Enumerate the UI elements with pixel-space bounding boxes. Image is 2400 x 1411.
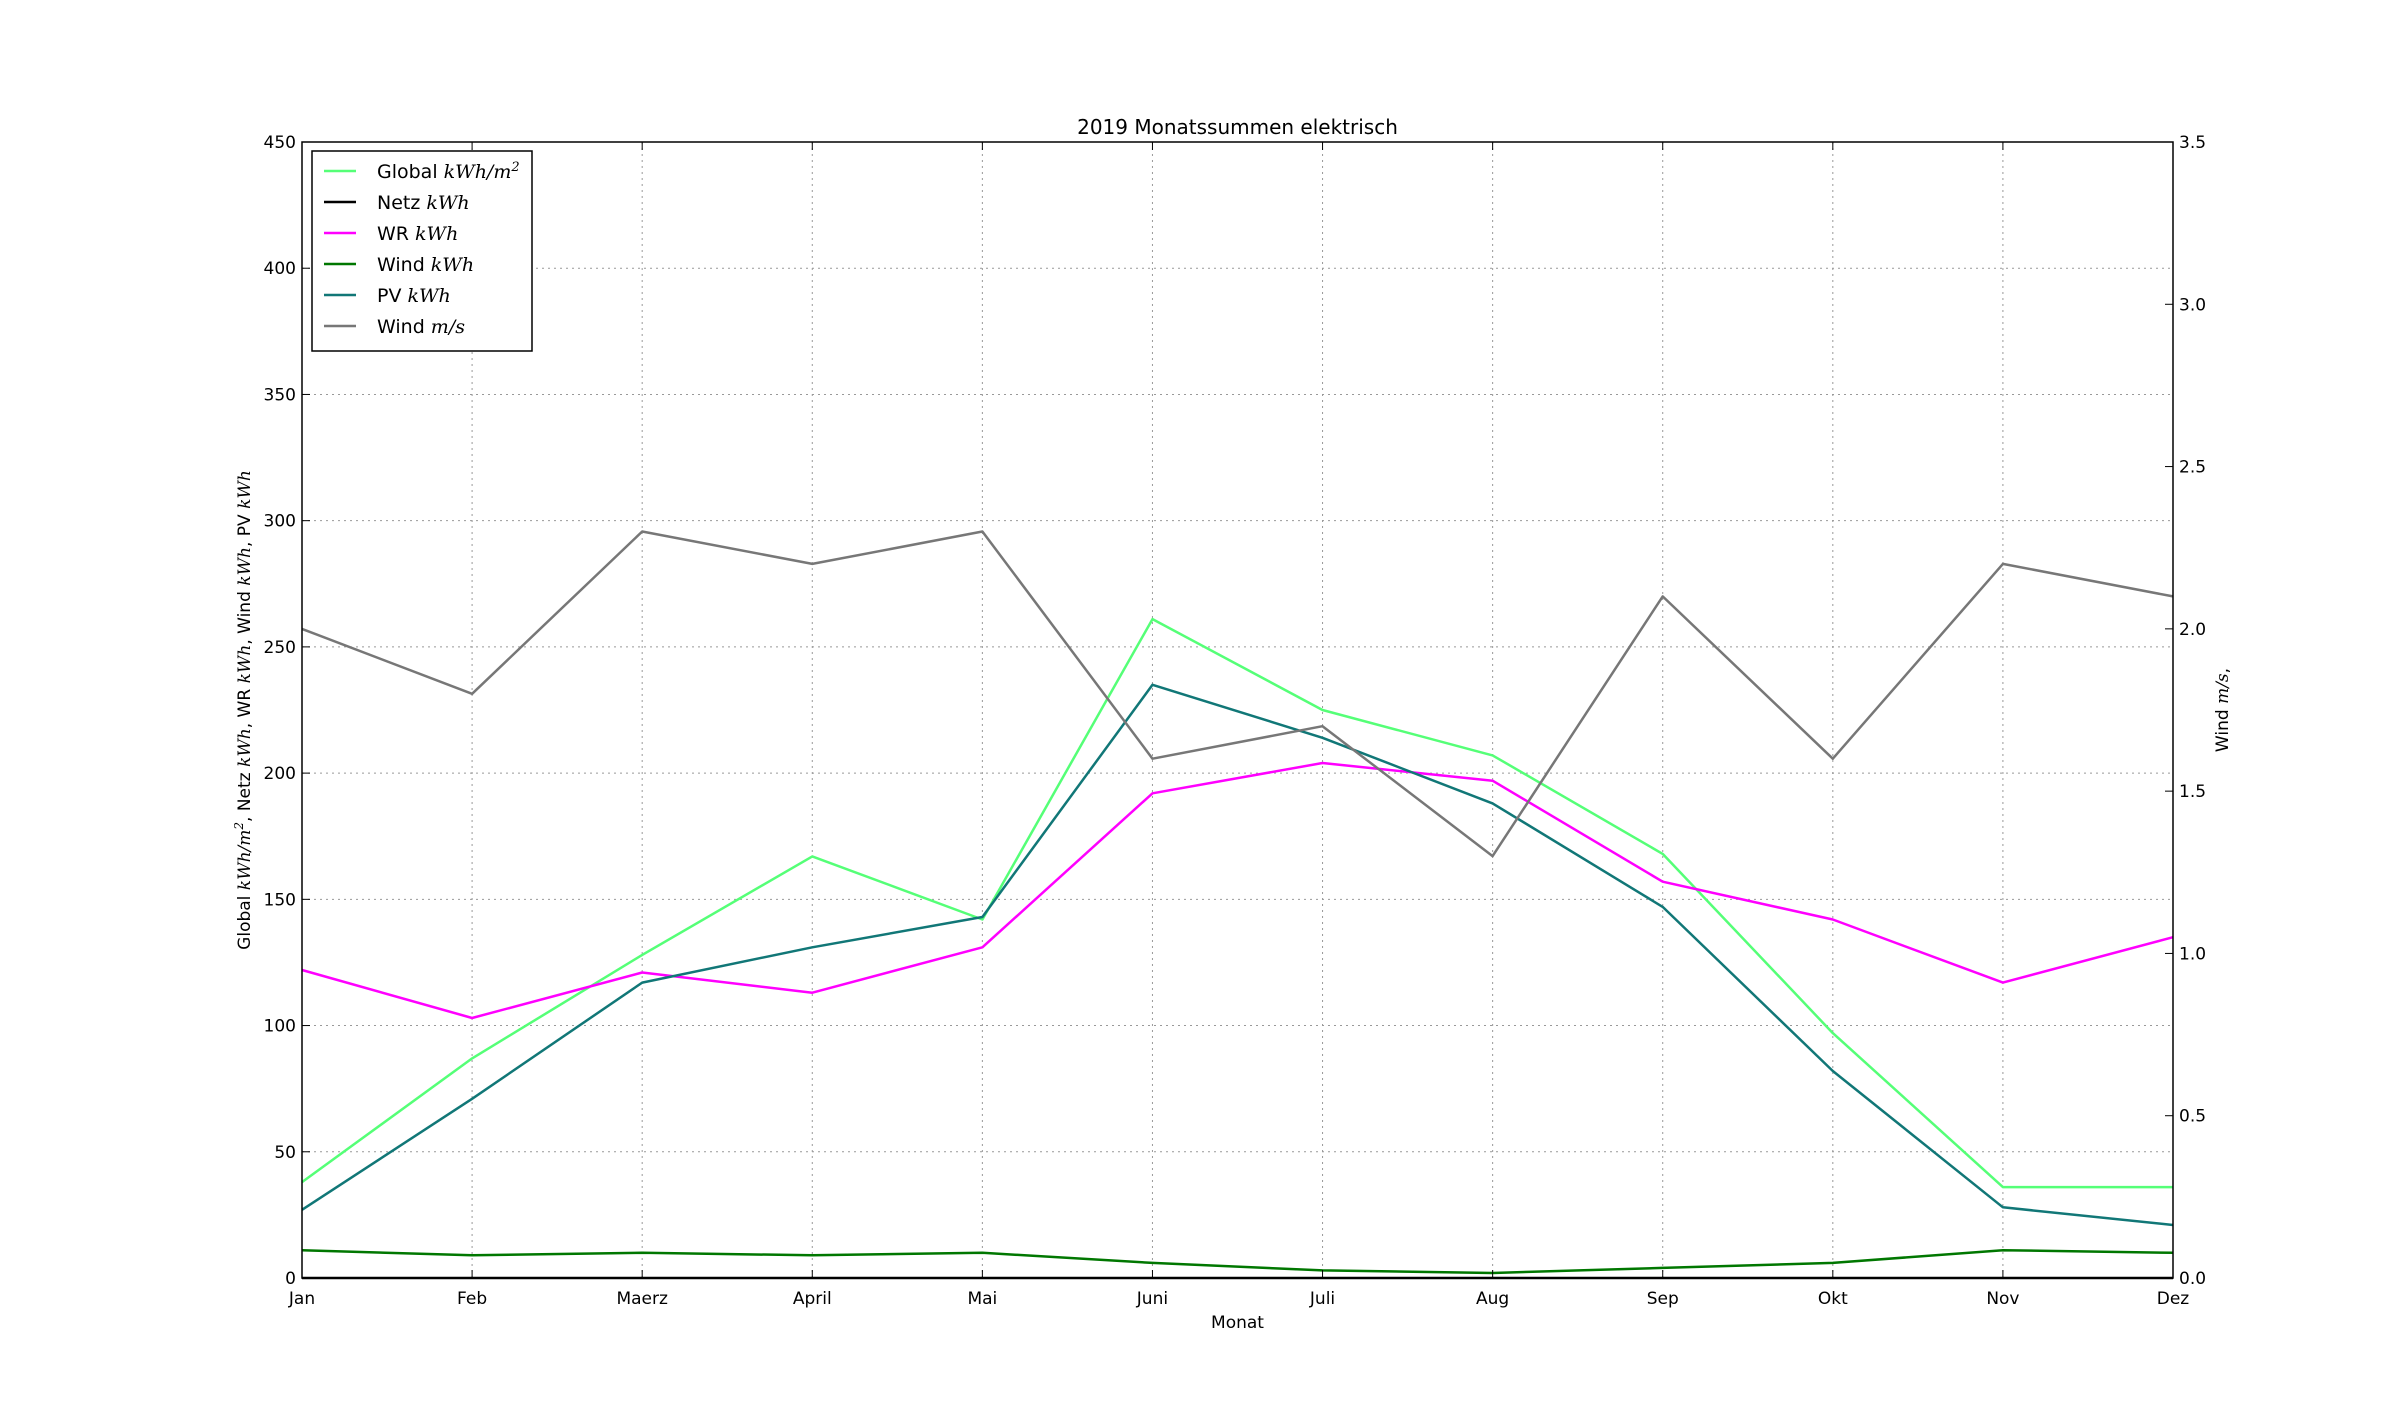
x-tick-label: Juli	[1309, 1289, 1335, 1309]
legend-entry: Wind m/s	[377, 316, 465, 338]
y-tick-label-right: 1.0	[2179, 944, 2206, 964]
y-axis-right-label: Wind m/s,	[2213, 668, 2233, 752]
legend-box	[311, 150, 533, 352]
x-axis: Jan Feb Maerz April Mai Juni Juli Aug Sep Okt Nov D…	[288, 142, 2189, 1309]
legend-entry: PV kWh	[377, 285, 451, 307]
y-tick-label-left: 200	[264, 764, 296, 784]
y-tick-label-right: 1.5	[2179, 782, 2206, 802]
x-tick-label: Okt	[1818, 1289, 1848, 1309]
y-tick-label-left: 0	[285, 1269, 296, 1289]
y-tick-label-right: 0.5	[2179, 1107, 2206, 1127]
y-axis-left: 0 50 100 150 200 250 300 350 400 450	[264, 133, 310, 1289]
y-tick-label-left: 300	[264, 512, 296, 532]
y-axis-right: 0.0 0.5 1.0 1.5 2.0 2.5 3.0 3.5	[2165, 133, 2206, 1289]
x-tick-label: Mai	[967, 1289, 997, 1309]
chart-title: 2019 Monatssummen elektrisch	[1077, 115, 1398, 139]
series-lines	[301, 530, 2174, 1280]
x-axis-label: Monat	[1211, 1313, 1264, 1333]
y-tick-label-right: 2.5	[2179, 458, 2206, 478]
y-tick-label-left: 150	[264, 890, 296, 910]
y-tick-label-right: 3.0	[2179, 295, 2206, 315]
x-tick-label: Juni	[1136, 1289, 1168, 1309]
plot-frame	[301, 141, 2174, 1279]
x-tick-label: Feb	[457, 1289, 487, 1309]
legend-entry: WR kWh	[377, 223, 458, 245]
y-tick-label-left: 400	[264, 259, 296, 279]
y-tick-label-left: 100	[264, 1017, 296, 1037]
x-tick-label: April	[793, 1289, 832, 1309]
x-tick-label: Nov	[1986, 1289, 2019, 1309]
x-tick-label: Dez	[2157, 1289, 2190, 1309]
series-line-wind-kwh	[301, 1248, 2174, 1275]
x-tick-label: Sep	[1647, 1289, 1679, 1309]
y-tick-label-right: 3.5	[2179, 133, 2206, 153]
x-tick-label: Aug	[1476, 1289, 1509, 1309]
x-tick-label: Maerz	[616, 1289, 668, 1309]
series-line-wr-kwh	[301, 761, 2174, 1020]
legend-entry: Global kWh/m2	[377, 160, 520, 184]
y-tick-label-left: 250	[264, 638, 296, 658]
legend-entry: Wind kWh	[377, 254, 474, 276]
y-tick-label-left: 50	[274, 1143, 296, 1163]
legend-entry: Netz kWh	[377, 192, 470, 214]
y-tick-label-left: 350	[264, 385, 296, 405]
legend: Global kWh/m2 Netz kWh WR kWh Wind kWh PV kW…	[311, 150, 533, 352]
y-tick-label-right: 2.0	[2179, 620, 2206, 640]
x-tick-label: Jan	[288, 1289, 315, 1309]
series-line-wind-ms	[301, 530, 2174, 858]
y-tick-label-left: 450	[264, 133, 296, 153]
series-line-global-kwhm	[301, 617, 2173, 1189]
y-axis-left-label: Global kWh/m2, Netz kWh, WR kWh, Wind kW…	[232, 470, 255, 950]
y-tick-label-right: 0.0	[2179, 1269, 2206, 1289]
series-line-pv-kwh	[301, 683, 2174, 1227]
